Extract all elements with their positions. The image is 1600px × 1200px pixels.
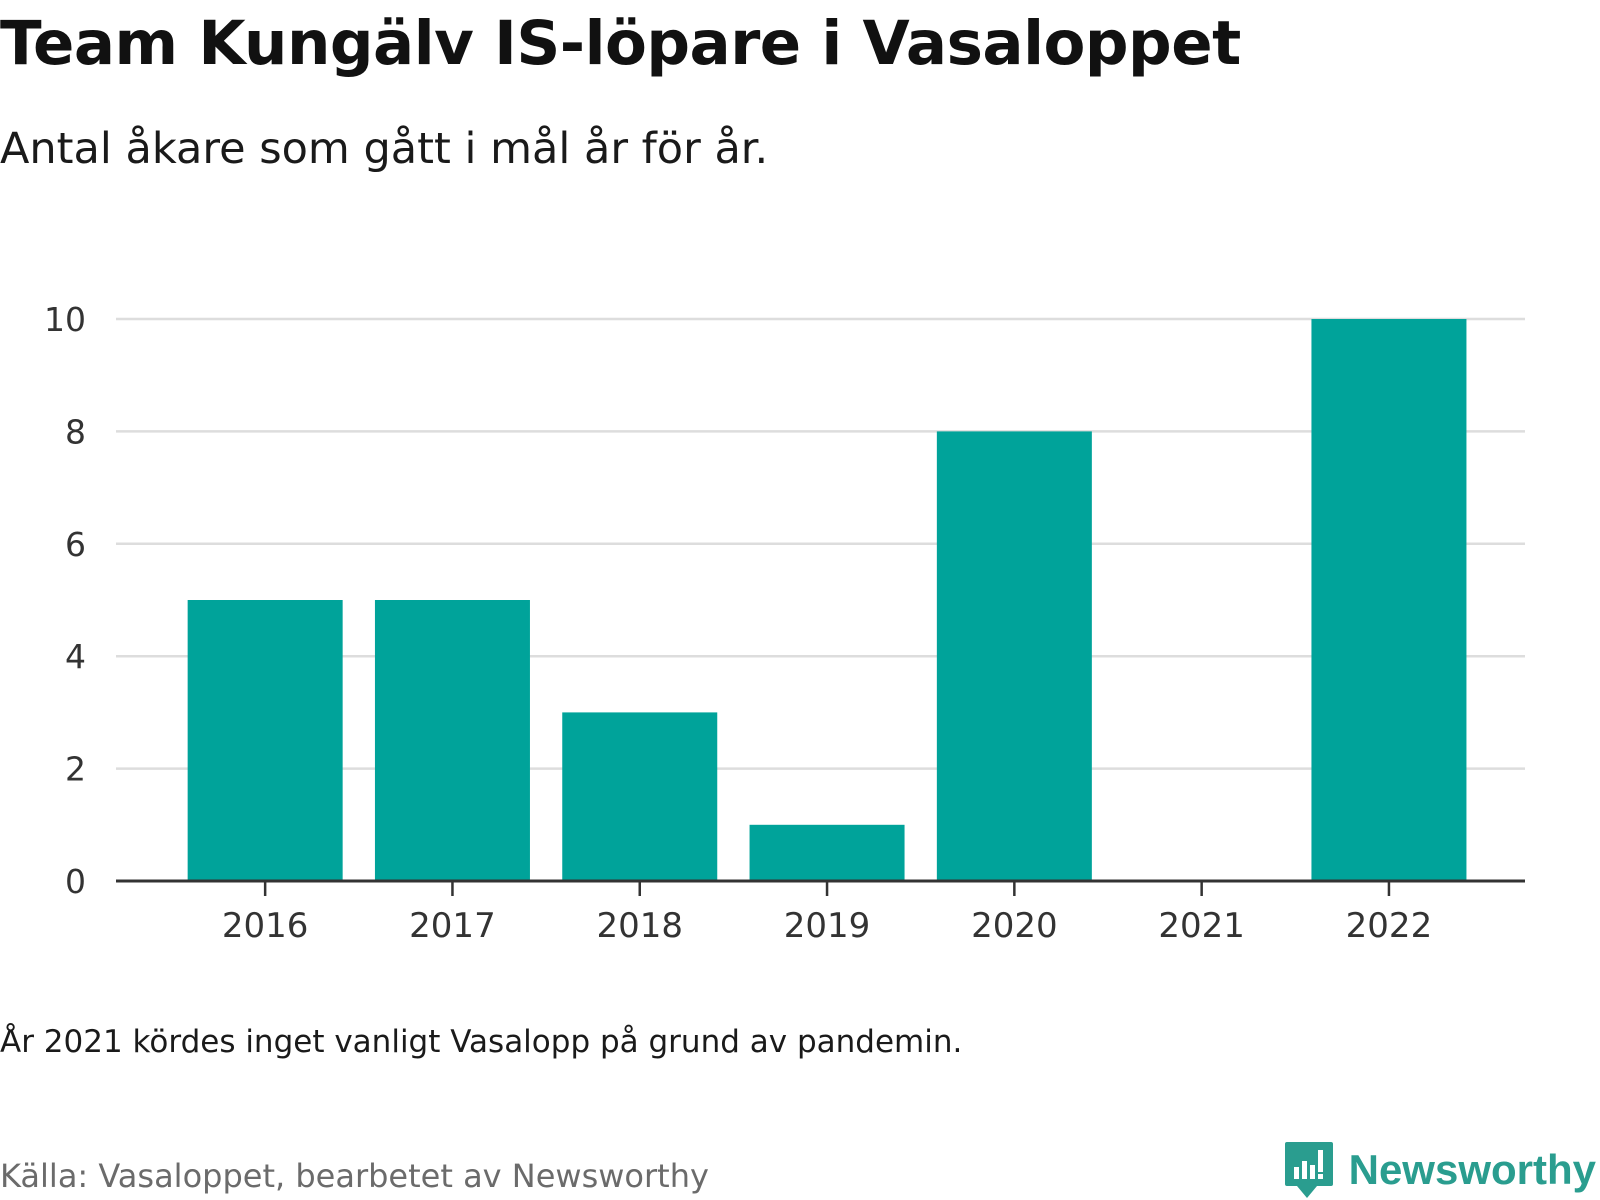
- x-tick-label: 2022: [1346, 906, 1433, 946]
- axes: 0 2 4 6 8 10 2016 2017 2018 2019 2020 2021 2022: [44, 300, 1525, 946]
- x-tick-label: 2016: [222, 906, 309, 946]
- bar-2019: [749, 824, 905, 881]
- y-tick-label: 6: [65, 525, 86, 564]
- x-tick-label: 2020: [971, 906, 1058, 946]
- bar-2022: [1311, 319, 1467, 881]
- bar-2017: [374, 600, 530, 881]
- y-tick-label: 4: [65, 637, 86, 676]
- chart-note: År 2021 kördes inget vanligt Vasalopp på…: [0, 1024, 963, 1060]
- newsworthy-logo-icon: [1284, 1142, 1333, 1198]
- y-tick-label: 0: [65, 862, 86, 901]
- newsworthy-brand: Newsworthy: [1283, 1140, 1596, 1200]
- y-tick-label: 10: [44, 300, 86, 339]
- bar-2020: [936, 431, 1092, 881]
- bar-2018: [562, 712, 718, 881]
- x-tick-label: 2018: [596, 906, 683, 946]
- source-text: Källa: Vasaloppet, bearbetet av Newswort…: [0, 1157, 709, 1195]
- chart-subtitle: Antal åkare som gått i mål år för år.: [0, 124, 769, 174]
- y-tick-label: 8: [65, 412, 86, 451]
- x-tick-label: 2021: [1158, 906, 1245, 946]
- chart-title: Team Kungälv IS-löpare i Vasaloppet: [0, 8, 1241, 79]
- x-tick-label: 2017: [409, 906, 496, 946]
- bar-2016: [187, 600, 343, 881]
- brand-name: Newsworthy: [1348, 1146, 1596, 1193]
- bars: [187, 319, 1467, 881]
- y-tick-label: 2: [65, 750, 86, 789]
- x-tick-label: 2019: [784, 906, 871, 946]
- gridlines: [116, 317, 1525, 770]
